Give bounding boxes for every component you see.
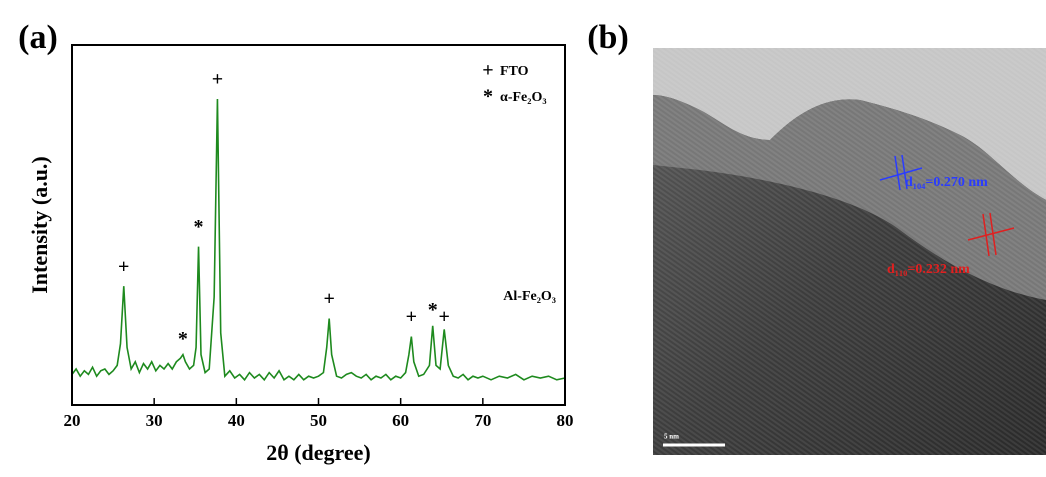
x-tick-label: 40 [228,411,245,430]
x-tick-label: 70 [474,411,491,430]
legend-label: α-Fe₂O₃ [500,90,547,105]
x-tick-label: 50 [310,411,327,430]
red-marker [967,212,1015,257]
annotation: * [428,299,438,321]
annotation: + [406,306,417,328]
annotation: * [194,216,204,238]
annotation: + [212,69,223,91]
annotation: + [439,306,450,328]
y-axis-label: Intensity (a.u.) [27,156,52,294]
annotation: * [178,328,188,350]
x-tick-label: 20 [64,411,81,430]
annotation: + [323,288,334,310]
x-tick-label: 80 [557,411,574,430]
data-line [71,98,566,382]
lattice-label: d₁₀₄=0.270 nm [905,175,988,190]
panel-label: (a) [18,19,58,56]
x-tick-label: 60 [392,411,409,430]
legend-symbol: + [482,60,493,82]
lattice-label: d₁₁₀=0.232 nm [887,262,970,277]
blue-marker [879,154,923,191]
annotation: Al-Fe₂O₃ [503,289,556,304]
x-tick-label: 30 [146,411,163,430]
panel-label: (b) [587,19,629,56]
legend-label: FTO [500,64,529,79]
legend-symbol: * [483,86,493,108]
tem-image: d₁₀₄=0.270 nm d₁₁₀=0.232 nm 5 nm [653,48,1046,455]
annotation: + [118,256,129,278]
x-axis-label: 2θ (degree) [266,440,371,465]
tem-lattice [653,48,1046,455]
plot-frame [71,44,566,406]
scale-label: 5 nm [664,433,679,441]
